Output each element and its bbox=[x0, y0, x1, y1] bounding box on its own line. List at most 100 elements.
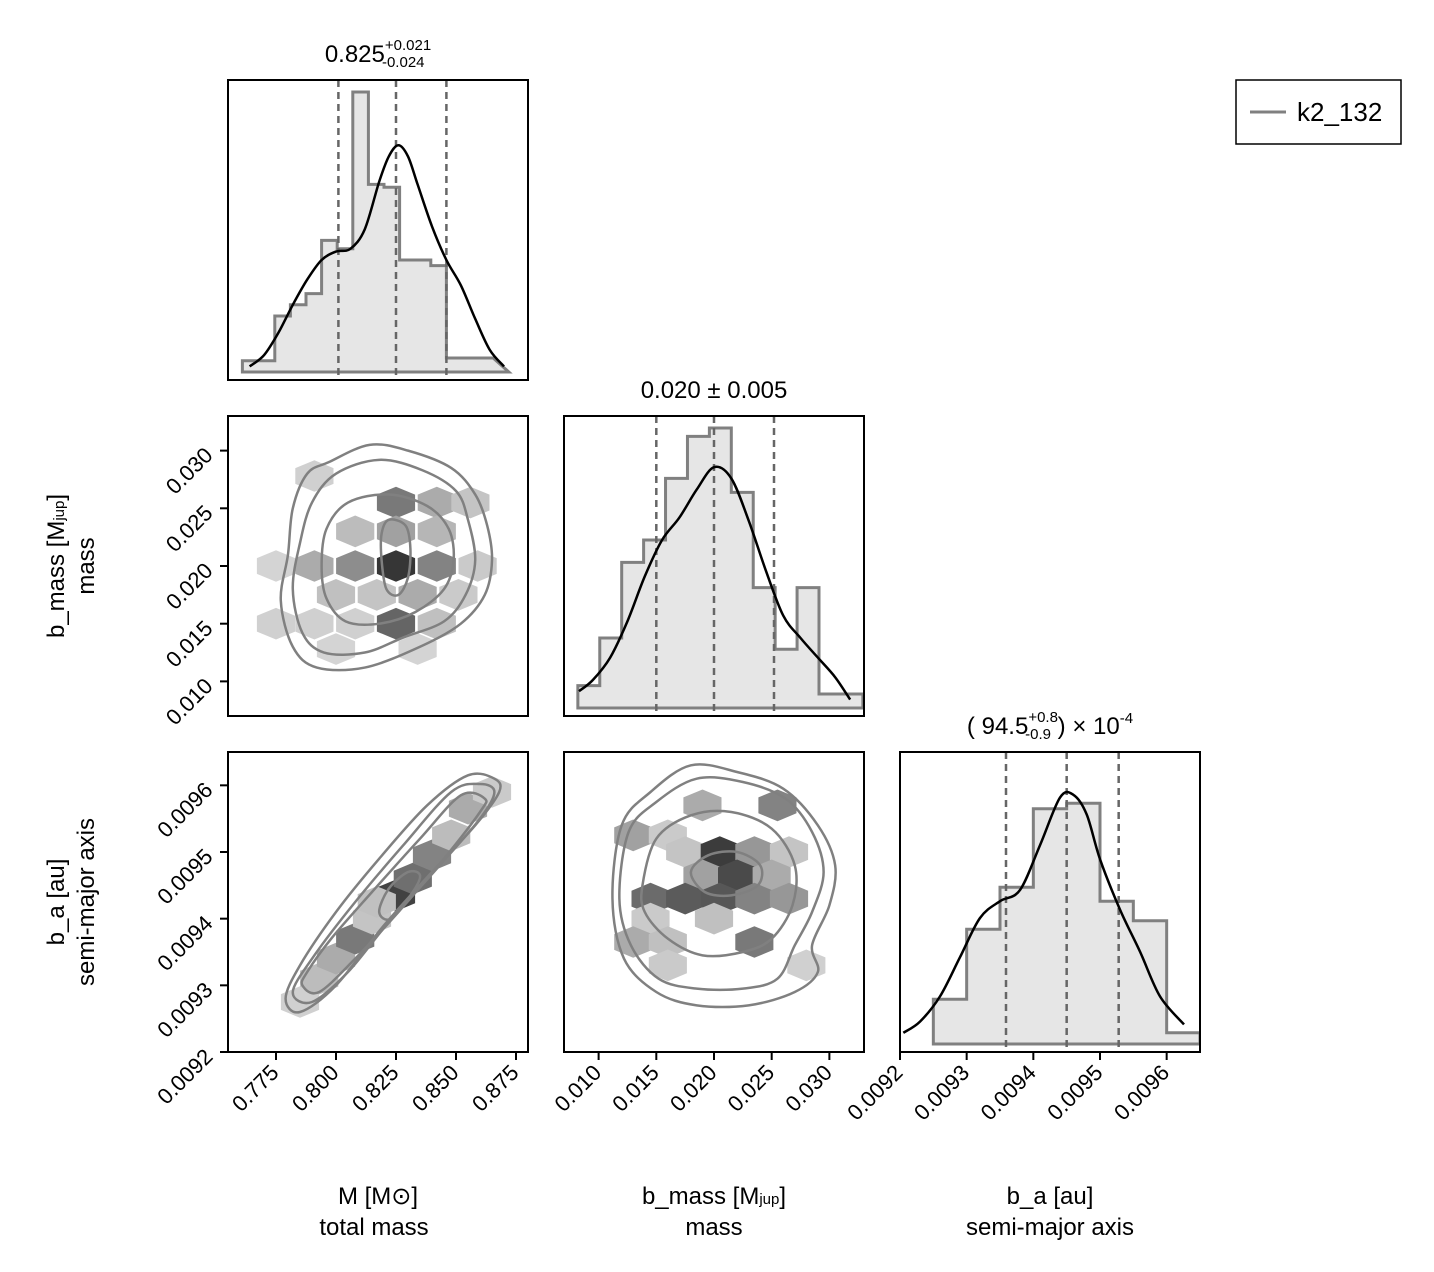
diag-panel-b_mass: 0.020 ± 0.005 bbox=[563, 377, 865, 717]
hexbin-9 bbox=[376, 550, 416, 582]
hist-fill-b_mass bbox=[577, 428, 863, 708]
x-tick-label-b_a-0: 0.0092 bbox=[842, 1060, 907, 1125]
hexbin-6 bbox=[735, 836, 774, 868]
title-suffix: ) × 10 bbox=[1051, 713, 1120, 740]
x-tick-label-b_mass-1: 0.015 bbox=[607, 1060, 664, 1117]
x-tick-label-b_mass-0: 0.010 bbox=[550, 1060, 607, 1117]
sun-symbol: ⊙ bbox=[391, 1183, 411, 1210]
x-label-b-mass: b_mass [Mjup] bbox=[642, 1183, 786, 1210]
hexbin-5 bbox=[376, 515, 416, 548]
hexbin-4 bbox=[666, 836, 705, 868]
hexbin-12 bbox=[256, 550, 296, 582]
title-exponent: -4 bbox=[1120, 710, 1133, 727]
hexbin-17 bbox=[295, 607, 334, 640]
hexbin-3 bbox=[758, 789, 797, 822]
y-sublabel-b-a: semi-major axis bbox=[73, 818, 100, 986]
contour-level-2 bbox=[639, 809, 798, 958]
x-axis-M: 0.775 0.800 0.825 0.850 0.875 bbox=[227, 1052, 524, 1116]
y-tick-label-b_mass-3: 0.025 bbox=[161, 500, 218, 557]
frame-diag-b_a bbox=[899, 751, 1201, 1053]
y-axis-label-b-mass: b_mass [Mjup] mass bbox=[43, 494, 100, 638]
kde-curve-b_mass bbox=[578, 465, 852, 701]
hist-fill-M bbox=[242, 92, 509, 372]
hexbin-20 bbox=[735, 926, 774, 958]
hist-outline-b_mass bbox=[576, 426, 864, 710]
hexbin-3 bbox=[451, 486, 490, 519]
jup-subscript: jup bbox=[51, 501, 68, 522]
x-tick-label-b_a-1: 0.0093 bbox=[909, 1060, 974, 1125]
diag-panel-b_a: ( 94.5+0.8 -0.9 ) × 10-4 bbox=[899, 709, 1201, 1053]
x-axis-b_mass: 0.010 0.015 0.020 0.025 0.030 bbox=[550, 1052, 837, 1116]
hexbin-16 bbox=[631, 902, 670, 935]
x-sublabel-b-mass: mass bbox=[685, 1214, 742, 1241]
hexbin-2 bbox=[683, 789, 722, 822]
pair-content bbox=[611, 763, 837, 1009]
hexbin-1 bbox=[376, 486, 416, 519]
contour-level-3 bbox=[377, 869, 422, 921]
x-tick-label-M-4: 0.875 bbox=[467, 1060, 524, 1117]
contour-level-1 bbox=[291, 782, 496, 1005]
y-tick-label-b_mass-2: 0.020 bbox=[161, 558, 218, 615]
title-value: 94.5 bbox=[982, 713, 1029, 740]
legend-label: k2_132 bbox=[1297, 97, 1382, 127]
y-label-b-a: b_a [au] bbox=[43, 859, 70, 946]
hexbin-4 bbox=[336, 515, 375, 548]
y-tick-label-b_a-4: 0.0096 bbox=[152, 777, 217, 842]
x-tick-label-M-0: 0.775 bbox=[227, 1060, 284, 1117]
diag-panel-M: 0.825+0.021 -0.024 bbox=[227, 37, 529, 381]
contour-level-3 bbox=[689, 850, 764, 898]
title-value: 0.825 bbox=[325, 41, 385, 68]
title-upper-error: +0.021 bbox=[385, 37, 431, 54]
x-tick-label-b_mass-3: 0.025 bbox=[723, 1060, 780, 1117]
panel-title-b_a: ( 94.5+0.8 -0.9 ) × 10-4 bbox=[967, 709, 1133, 743]
y-tick-label-b_mass-1: 0.015 bbox=[161, 616, 218, 673]
contour-level-3 bbox=[379, 518, 412, 597]
y-tick-label-b_a-1: 0.0093 bbox=[152, 977, 217, 1042]
pair-panel-b_mass-b_a bbox=[563, 751, 865, 1053]
hexbin-15 bbox=[769, 882, 809, 915]
y-sublabel-b-mass: mass bbox=[73, 537, 100, 594]
hexbin-17 bbox=[694, 902, 734, 935]
jup-subscript: jup bbox=[758, 1191, 779, 1208]
panel-title-M: 0.825+0.021 -0.024 bbox=[325, 37, 431, 71]
y-label-b-mass: b_mass [Mjup] bbox=[43, 494, 70, 638]
y-tick-label-b_a-3: 0.0095 bbox=[152, 844, 217, 909]
diag-content-M bbox=[240, 80, 513, 380]
diag-content-b_mass bbox=[576, 416, 864, 716]
y-tick-label-b_a-2: 0.0094 bbox=[152, 911, 217, 976]
hexbin-14 bbox=[735, 882, 774, 915]
title-lower-error: -0.024 bbox=[382, 54, 425, 71]
x-axis-b_a: 0.0092 0.0093 0.0094 0.0095 0.0096 bbox=[842, 1052, 1174, 1125]
hexbin-22 bbox=[316, 633, 356, 665]
hexbin-19 bbox=[648, 926, 687, 958]
y-tick-label-b_a-0: 0.0092 bbox=[152, 1044, 217, 1109]
title-lower-error: -0.9 bbox=[1025, 726, 1051, 743]
hexbin-11 bbox=[458, 550, 497, 582]
frame-diag-M bbox=[227, 79, 529, 381]
hexbin-9 bbox=[718, 859, 757, 892]
x-axis-label-b-mass: b_mass [Mjup] mass bbox=[642, 1183, 786, 1241]
hexbin-13 bbox=[316, 579, 356, 611]
contour-level-1 bbox=[618, 776, 825, 992]
pair-content bbox=[280, 772, 512, 1018]
frame-diag-b_mass bbox=[563, 415, 865, 717]
y-axis-label-b-a: b_a [au] semi-major axis bbox=[43, 818, 100, 986]
x-tick-label-b_mass-4: 0.030 bbox=[780, 1060, 837, 1117]
x-axis-label-M: M [M⊙] total mass bbox=[319, 1183, 428, 1241]
hexbin-8 bbox=[336, 550, 375, 582]
title-value: 0.020 ± 0.005 bbox=[641, 377, 788, 404]
x-sublabel-total-mass: total mass bbox=[319, 1214, 428, 1241]
hexbin-21 bbox=[648, 949, 687, 982]
contour-level-1 bbox=[291, 458, 477, 656]
legend: k2_132 bbox=[1235, 79, 1402, 145]
hexbin-12 bbox=[666, 882, 705, 915]
hexbin-0 bbox=[614, 819, 653, 852]
y-tick-label-b_mass-0: 0.010 bbox=[161, 673, 218, 730]
hexbin-15 bbox=[398, 579, 437, 611]
panel-title-b_mass: 0.020 ± 0.005 bbox=[641, 377, 788, 404]
title-upper-error: +0.8 bbox=[1028, 709, 1058, 726]
hexbin-21 bbox=[256, 607, 296, 640]
pair-panel-M-b_mass bbox=[227, 415, 529, 717]
